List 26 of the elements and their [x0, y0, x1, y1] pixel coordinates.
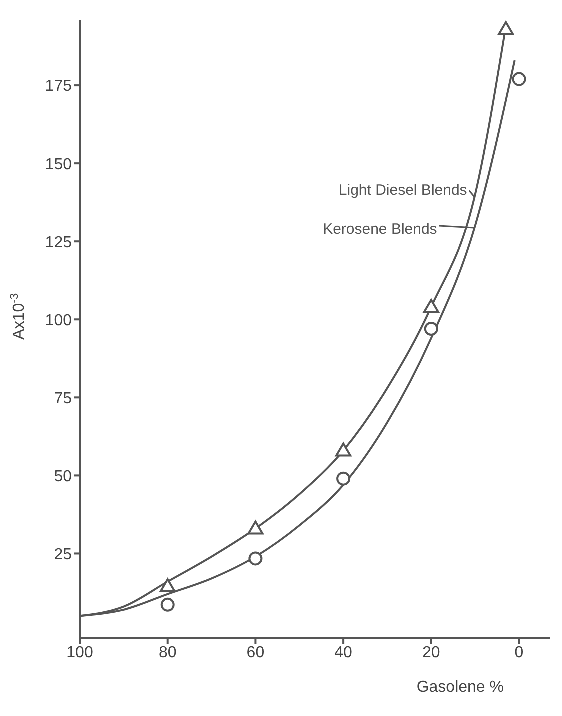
point [160, 578, 176, 592]
x-axis-title: Gasolene % [416, 679, 504, 696]
y-tick-label: 100 [45, 312, 72, 330]
x-tick-label: 60 [246, 644, 265, 662]
point [336, 442, 352, 457]
legend-label: Light Diesel Blends [338, 182, 468, 199]
y-tick-label: 25 [54, 546, 72, 564]
point [160, 598, 175, 612]
y-tick-label: 50 [54, 468, 72, 486]
x-tick-label: 20 [422, 644, 440, 662]
y-tick-label: 175 [45, 78, 72, 96]
point [498, 21, 514, 36]
x-tick-label: 80 [158, 644, 177, 662]
point [424, 322, 438, 336]
x-tick-label: 100 [66, 644, 94, 662]
x-tick-label: 40 [334, 644, 353, 662]
point [512, 72, 526, 86]
y-tick-label: 75 [54, 390, 72, 408]
point [336, 472, 351, 486]
point [248, 552, 263, 566]
legend-label: Kerosene Blends [323, 221, 438, 238]
point [248, 520, 264, 535]
y-tick-label: 150 [45, 156, 72, 174]
point [423, 299, 440, 314]
y-tick-label: 125 [45, 234, 72, 252]
x-tick-label: 0 [514, 644, 524, 662]
